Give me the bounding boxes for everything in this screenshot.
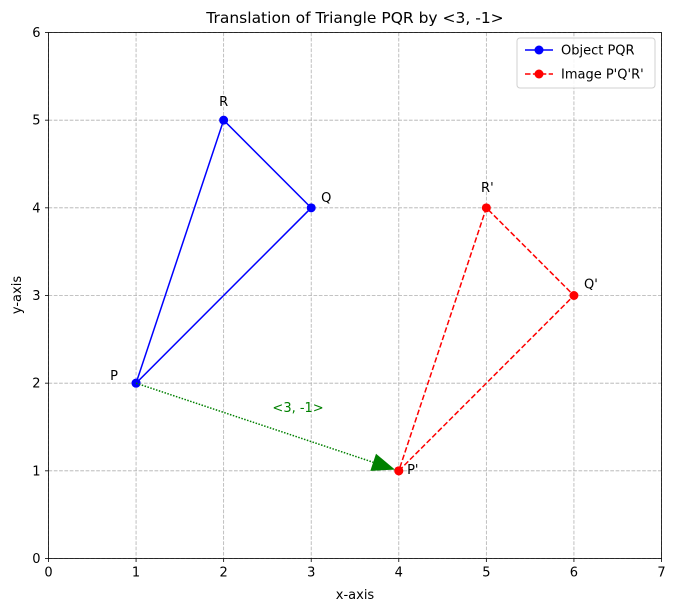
- point-label: R: [219, 95, 228, 110]
- series-0-point: [219, 115, 229, 125]
- x-tick-label: 5: [482, 566, 490, 581]
- x-tick-label: 6: [570, 566, 578, 581]
- point-label: Q: [321, 191, 331, 206]
- point-label: P': [407, 463, 418, 478]
- y-tick-label: 3: [32, 289, 40, 304]
- y-tick-label: 2: [32, 377, 40, 392]
- point-labels: P Q R P' Q' R': [110, 95, 598, 478]
- annotation-layer: <3, -1>: [135, 382, 395, 471]
- legend-label: Object PQR: [561, 44, 635, 59]
- x-tick-label: 0: [44, 566, 52, 581]
- y-tick-label: 5: [32, 114, 40, 129]
- y-tick-label: 6: [32, 26, 40, 41]
- translation-arrow-head: [370, 453, 395, 471]
- y-tick-label: 4: [32, 201, 40, 216]
- legend: Object PQR Image P'Q'R': [516, 37, 656, 89]
- translation-arrow-shaft: [135, 382, 374, 463]
- series-1-point: [569, 291, 579, 300]
- x-tick-label: 7: [657, 566, 665, 581]
- x-tick-label: 3: [307, 566, 315, 581]
- point-label: P: [110, 369, 118, 384]
- point-label: R': [481, 181, 494, 196]
- series-1-point: [394, 466, 404, 476]
- y-tick-label: 0: [32, 552, 40, 567]
- y-tick-label: 1: [32, 464, 40, 479]
- y-axis-title: y-axis: [10, 276, 25, 314]
- x-tick-label: 2: [220, 566, 228, 581]
- series-line-0: [135, 118, 313, 384]
- series-line-1: [398, 206, 575, 472]
- legend-label: Image P'Q'R': [561, 68, 644, 83]
- legend-swatch-marker: [534, 69, 544, 79]
- chart-title: Translation of Triangle PQR by <3, -1>: [205, 9, 503, 27]
- x-tick-label: 1: [132, 566, 140, 581]
- point-label: Q': [584, 278, 598, 293]
- x-axis-title: x-axis: [336, 588, 375, 603]
- series-0-point: [306, 203, 316, 213]
- legend-swatch-marker: [534, 45, 544, 55]
- axis-ticks: 0 1 2 3 4 5 6 7 0 1 2 3 4 5 6: [32, 26, 665, 581]
- x-tick-label: 4: [395, 566, 403, 581]
- series-1-point: [481, 203, 491, 213]
- translation-vector-label: <3, -1>: [272, 401, 323, 416]
